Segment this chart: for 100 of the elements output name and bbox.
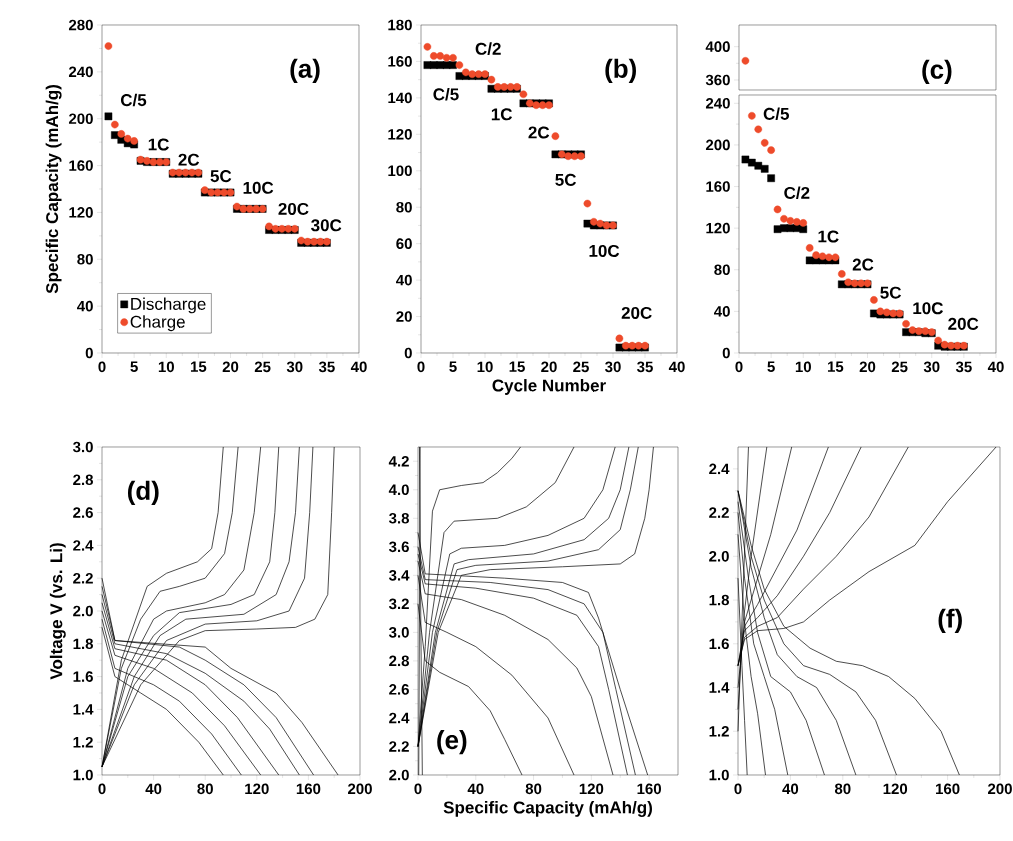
text: (f) bbox=[938, 608, 962, 633]
x-tick-label: 15 bbox=[190, 361, 207, 372]
y-tick-label: 20 bbox=[396, 311, 412, 322]
y-tick-label: 0 bbox=[722, 347, 730, 359]
y-tick-label: 2.6 bbox=[389, 684, 409, 695]
annotation: 1C bbox=[818, 230, 839, 243]
y-tick-label: 160 bbox=[388, 56, 412, 67]
y-tick-label: 120 bbox=[706, 222, 730, 234]
y-tick-label: 2.8 bbox=[73, 474, 93, 486]
x-tick-label: 0 bbox=[98, 783, 106, 795]
y-tick-label: 4.0 bbox=[388, 484, 409, 496]
y-tick-label: 3.8 bbox=[388, 512, 409, 524]
x-tick-label: 40 bbox=[467, 783, 484, 795]
x-tick-label: 35 bbox=[637, 361, 653, 373]
x-tick-label: 30 bbox=[605, 361, 621, 373]
annotation: 1C bbox=[491, 108, 513, 121]
annotation: C/5 bbox=[763, 107, 790, 121]
x-tick-label: 200 bbox=[988, 783, 1012, 795]
y-tick-label: 200 bbox=[68, 113, 93, 125]
y-tick-label: 2.0 bbox=[73, 605, 93, 617]
x-tick-label: 10 bbox=[158, 361, 174, 373]
annotation: 5C bbox=[880, 286, 902, 299]
y-tick-label: 240 bbox=[705, 98, 730, 109]
y-tick-label: 1.8 bbox=[73, 638, 93, 650]
y-axis-title: Specific Capacity (mAh/g) bbox=[45, 85, 62, 294]
y-tick-label: 1.2 bbox=[73, 736, 93, 748]
annotation: 20C bbox=[278, 202, 309, 215]
x-tick-label: 10 bbox=[477, 361, 493, 373]
y-tick-label: 40 bbox=[714, 306, 730, 317]
x-tick-label: 20 bbox=[541, 361, 557, 373]
x-tick-label: 80 bbox=[197, 783, 213, 795]
y-tick-label: 1.4 bbox=[73, 704, 94, 715]
annotation: C/5 bbox=[120, 93, 147, 107]
x-tick-label: 30 bbox=[923, 361, 940, 373]
y-tick-label: 1.2 bbox=[709, 726, 729, 737]
x-axis-title: Specific Capacity (mAh/g) bbox=[443, 801, 652, 817]
x-tick-label: 80 bbox=[834, 783, 851, 795]
x-tick-label: 5 bbox=[767, 361, 775, 372]
y-tick-label: 400 bbox=[705, 41, 730, 52]
y-tick-label: 2.2 bbox=[73, 572, 93, 584]
x-tick-label: 40 bbox=[987, 361, 1004, 373]
y-tick-label: 40 bbox=[396, 274, 412, 286]
x-axis-title: Cycle Number bbox=[492, 379, 606, 395]
y-tick-label: 4.2 bbox=[388, 456, 409, 467]
y-tick-label: 80 bbox=[714, 264, 730, 276]
y-tick-label: 3.6 bbox=[388, 541, 409, 553]
y-tick-label: 280 bbox=[68, 19, 93, 31]
y-tick-label: 360 bbox=[705, 74, 730, 86]
y-tick-label: 2.4 bbox=[389, 712, 410, 724]
y-tick-label: 2.4 bbox=[709, 463, 730, 475]
x-tick-label: 40 bbox=[350, 361, 367, 373]
x-tick-label: 160 bbox=[936, 783, 960, 795]
legend-label: Charge bbox=[130, 315, 185, 332]
y-tick-label: 2.8 bbox=[389, 655, 409, 667]
y-tick-label: 140 bbox=[388, 92, 412, 104]
x-tick-label: 40 bbox=[145, 783, 162, 795]
x-tick-label: 30 bbox=[286, 361, 303, 373]
y-tick-label: 2.4 bbox=[73, 540, 94, 551]
y-tick-label: 2.2 bbox=[709, 507, 729, 518]
x-tick-label: 35 bbox=[318, 361, 335, 373]
x-tick-label: 15 bbox=[827, 361, 844, 372]
y-tick-label: 80 bbox=[77, 253, 93, 265]
y-tick-label: 120 bbox=[69, 207, 93, 218]
x-tick-label: 5 bbox=[130, 361, 138, 372]
x-tick-label: 160 bbox=[296, 783, 321, 795]
x-tick-label: 0 bbox=[417, 361, 425, 373]
y-tick-label: 2.0 bbox=[709, 551, 729, 562]
y-tick-label: 160 bbox=[69, 160, 93, 171]
y-tick-label: 1.0 bbox=[709, 769, 729, 781]
annotation: 2C bbox=[528, 126, 550, 139]
y-axis-title: Voltage V (vs. Li) bbox=[49, 543, 66, 680]
x-tick-label: 0 bbox=[98, 361, 106, 373]
y-tick-label: 40 bbox=[77, 300, 93, 312]
annotation: 10C bbox=[913, 302, 944, 315]
annotation: 20C bbox=[948, 317, 979, 330]
y-tick-label: 160 bbox=[706, 181, 730, 192]
text: (b) bbox=[605, 58, 636, 84]
y-tick-label: 2.6 bbox=[73, 507, 93, 518]
x-tick-label: 40 bbox=[782, 783, 799, 795]
annotation: C/5 bbox=[433, 87, 459, 101]
text: (d) bbox=[127, 480, 159, 506]
annotation: 5C bbox=[210, 170, 232, 183]
annotation: 10C bbox=[589, 244, 620, 257]
annotation: 1C bbox=[148, 138, 169, 151]
annotation: 5C bbox=[555, 173, 577, 186]
x-tick-label: 200 bbox=[348, 783, 372, 795]
text: (e) bbox=[437, 730, 467, 755]
legend-label: Discharge bbox=[131, 297, 206, 314]
x-tick-label: 25 bbox=[891, 361, 908, 373]
x-tick-label: 15 bbox=[509, 361, 525, 372]
x-tick-label: 25 bbox=[254, 361, 271, 373]
y-tick-label: 240 bbox=[68, 66, 93, 78]
annotation: C/2 bbox=[475, 42, 501, 56]
x-tick-label: 120 bbox=[883, 783, 908, 795]
y-tick-label: 1.0 bbox=[73, 769, 93, 781]
x-tick-label: 20 bbox=[222, 361, 239, 373]
y-tick-label: 3.2 bbox=[388, 598, 409, 610]
x-tick-label: 160 bbox=[637, 783, 661, 795]
x-tick-label: 0 bbox=[734, 783, 742, 795]
y-tick-label: 1.6 bbox=[709, 638, 729, 650]
